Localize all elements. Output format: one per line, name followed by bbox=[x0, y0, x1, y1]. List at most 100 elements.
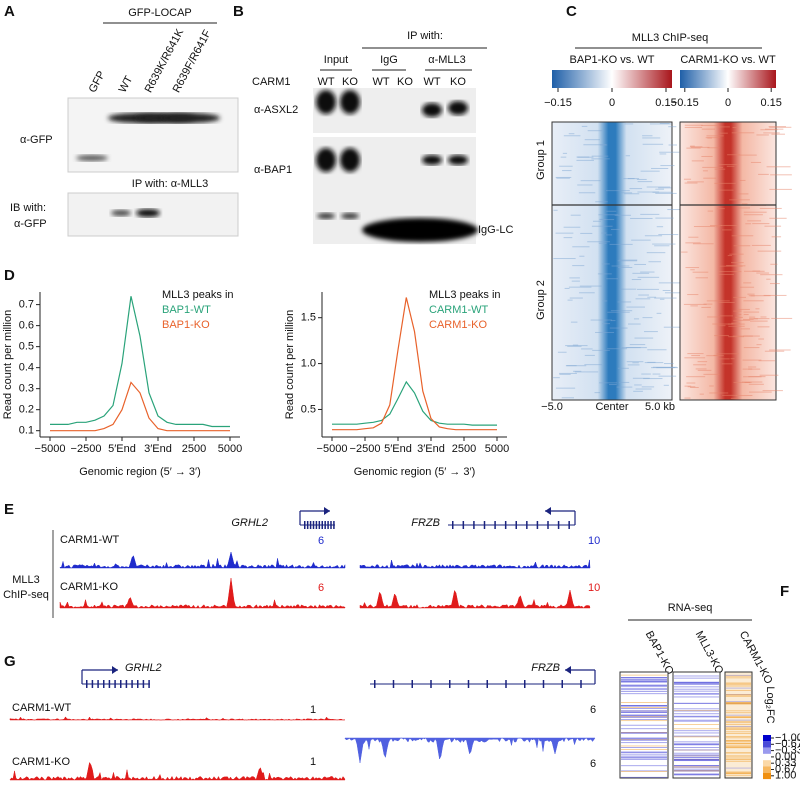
heat-cell bbox=[726, 756, 751, 758]
heat-cell bbox=[621, 716, 667, 718]
heat-cell bbox=[701, 155, 713, 157]
heat-cell bbox=[674, 724, 719, 725]
heat-cell bbox=[567, 345, 582, 347]
label: IP with: bbox=[407, 30, 443, 42]
tick-label: 0.67 bbox=[775, 763, 796, 775]
heat-cell bbox=[759, 207, 782, 209]
label: α-ASXL2 bbox=[254, 104, 298, 116]
label: 6 bbox=[318, 535, 324, 547]
exon bbox=[557, 521, 560, 529]
band bbox=[422, 103, 442, 117]
band bbox=[160, 113, 220, 123]
label: α-GFP bbox=[20, 134, 53, 146]
heat-cell bbox=[621, 756, 667, 758]
heat-cell bbox=[557, 351, 567, 353]
heat-cell bbox=[606, 234, 613, 236]
label: CARM1-KO vs. WT bbox=[680, 54, 776, 66]
panel-label: G bbox=[4, 653, 16, 670]
heat-cell bbox=[621, 685, 667, 687]
heat-cell bbox=[570, 214, 581, 216]
heat-cell bbox=[726, 744, 751, 746]
heat-cell bbox=[714, 335, 729, 337]
heat-cell bbox=[610, 320, 616, 322]
band bbox=[76, 155, 108, 161]
heat-cell bbox=[599, 382, 618, 384]
heat-cell bbox=[621, 674, 667, 676]
heat-cell bbox=[732, 126, 737, 128]
heat-cell bbox=[747, 220, 762, 222]
heat-cell bbox=[737, 154, 757, 156]
heat-cell bbox=[562, 152, 568, 154]
heat-cell bbox=[621, 747, 667, 748]
heat-cell bbox=[770, 263, 778, 265]
heat-cell bbox=[737, 207, 750, 209]
exon bbox=[125, 680, 128, 688]
heat-cell bbox=[569, 277, 580, 279]
heat-cell bbox=[762, 390, 783, 392]
heat-cell bbox=[621, 710, 667, 712]
x-tick-label: 3′End bbox=[144, 443, 172, 455]
heat-cell bbox=[726, 736, 751, 737]
heat-cell bbox=[686, 147, 701, 149]
heat-cell bbox=[768, 126, 786, 128]
exon bbox=[547, 521, 549, 529]
heat-cell bbox=[756, 272, 770, 274]
band bbox=[341, 213, 359, 219]
heat-cell bbox=[621, 738, 667, 739]
heat-cell bbox=[726, 675, 751, 677]
heat-cell bbox=[743, 282, 752, 284]
heat-cell bbox=[732, 335, 753, 337]
heatmap bbox=[724, 671, 753, 779]
exon bbox=[580, 680, 582, 688]
panel-label: F bbox=[780, 583, 789, 600]
label: α-GFP bbox=[14, 218, 47, 230]
band bbox=[362, 218, 478, 242]
tick-label: 0 bbox=[725, 97, 731, 109]
heat-cell bbox=[726, 687, 751, 689]
heat-cell bbox=[621, 689, 667, 691]
heat-cell bbox=[726, 712, 751, 714]
heat-cell bbox=[756, 134, 769, 136]
heat-cell bbox=[728, 336, 745, 338]
heat-cell bbox=[760, 316, 767, 318]
label: BAP1-KO vs. WT bbox=[570, 54, 655, 66]
x-tick-label: 2500 bbox=[452, 443, 476, 455]
heat-cell bbox=[740, 328, 750, 330]
heat-cell bbox=[674, 765, 719, 767]
x-tick-label: 2500 bbox=[182, 443, 206, 455]
heat-cell bbox=[621, 752, 667, 753]
lane-label: WT bbox=[423, 76, 440, 88]
label: Group 1 bbox=[535, 140, 547, 180]
heat-cell bbox=[621, 771, 667, 772]
heat-cell bbox=[652, 243, 676, 245]
exon bbox=[86, 680, 88, 688]
label: IP with: α-MLL3 bbox=[132, 178, 208, 190]
heat-cell bbox=[750, 161, 762, 163]
arrow bbox=[545, 507, 551, 515]
heat-cell bbox=[703, 373, 720, 375]
heat-cell bbox=[572, 265, 585, 267]
heat-cell bbox=[750, 295, 755, 297]
heat-cell bbox=[621, 714, 667, 716]
heat-cell bbox=[621, 693, 667, 695]
heat-cell bbox=[621, 770, 667, 772]
heat-cell bbox=[716, 353, 739, 355]
heat-cell bbox=[576, 156, 590, 158]
heat-cell bbox=[674, 696, 719, 698]
heat-cell bbox=[607, 311, 630, 313]
heat-cell bbox=[646, 186, 671, 188]
heat-cell bbox=[674, 730, 719, 732]
exon bbox=[321, 521, 323, 529]
heat-cell bbox=[748, 366, 757, 368]
heatmap bbox=[551, 121, 673, 401]
heat-cell bbox=[686, 382, 696, 384]
arrow bbox=[324, 507, 330, 515]
heat-cell bbox=[726, 760, 751, 762]
heat-cell bbox=[658, 234, 679, 236]
heat-cell bbox=[743, 300, 764, 302]
heat-cell bbox=[654, 245, 670, 247]
heat-cell bbox=[726, 746, 751, 748]
heat-cell bbox=[624, 193, 640, 195]
tick-label: 0.15 bbox=[655, 97, 676, 109]
heat-cell bbox=[703, 177, 717, 179]
